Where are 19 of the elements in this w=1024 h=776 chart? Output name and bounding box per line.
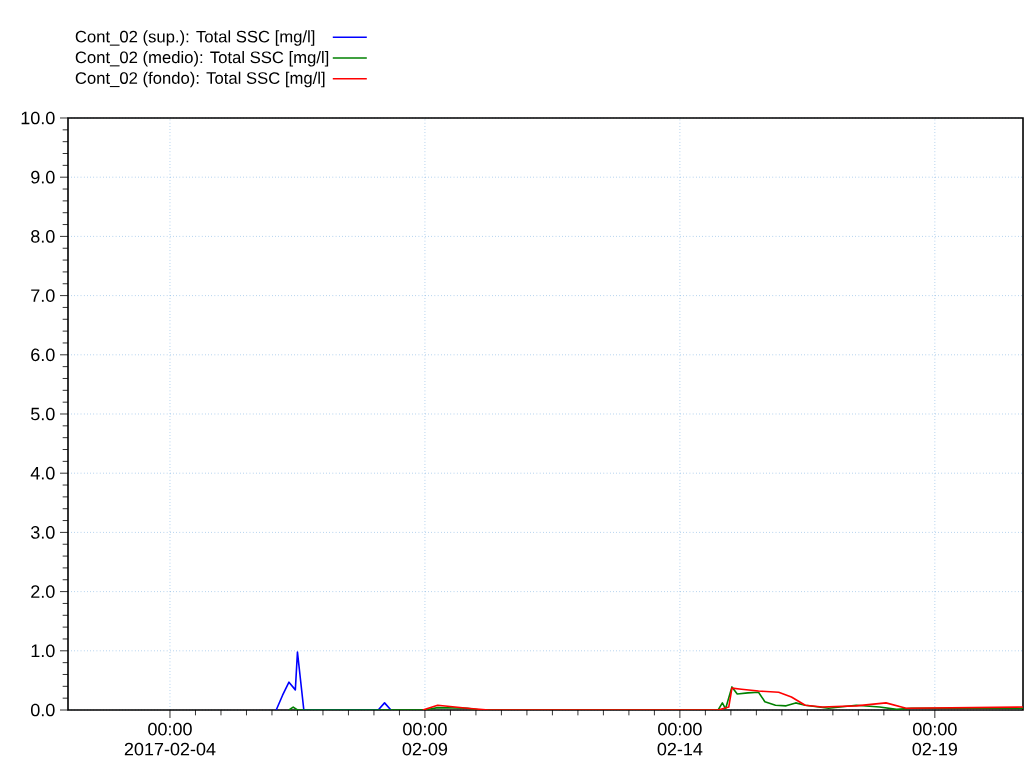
- line-series: [422, 687, 1024, 710]
- y-tick-label: 1.0: [31, 644, 55, 658]
- legend-label: Cont_02 (medio): Total SSC [mg/l]: [75, 50, 329, 67]
- x-tick-label: 00:00 2017-02-04: [124, 722, 216, 756]
- y-tick-label: 2.0: [31, 585, 55, 598]
- y-tick-label: 9.0: [31, 170, 55, 184]
- x-tick-label: 00:00 02-19: [912, 722, 957, 756]
- x-tick-label: 00:00 02-09: [402, 722, 448, 756]
- y-tick-label: 4.0: [30, 466, 55, 480]
- y-tick-label: 3.0: [30, 526, 55, 539]
- y-tick-label: 7.0: [31, 289, 55, 302]
- legend-label: Cont_02 (fondo): Total SSC [mg/l]: [75, 71, 325, 88]
- y-tick-label: 8.0: [31, 230, 55, 243]
- y-tick-label: 10.0: [21, 111, 55, 125]
- y-tick-label: 6.0: [31, 348, 55, 362]
- y-tick-label: 5.0: [31, 407, 55, 421]
- legend-label: Cont_02 (sup.): Total SSC [mg/l]: [75, 30, 315, 46]
- y-tick-label: 0.0: [30, 703, 55, 717]
- x-tick-label: 00:00 02-14: [657, 722, 703, 756]
